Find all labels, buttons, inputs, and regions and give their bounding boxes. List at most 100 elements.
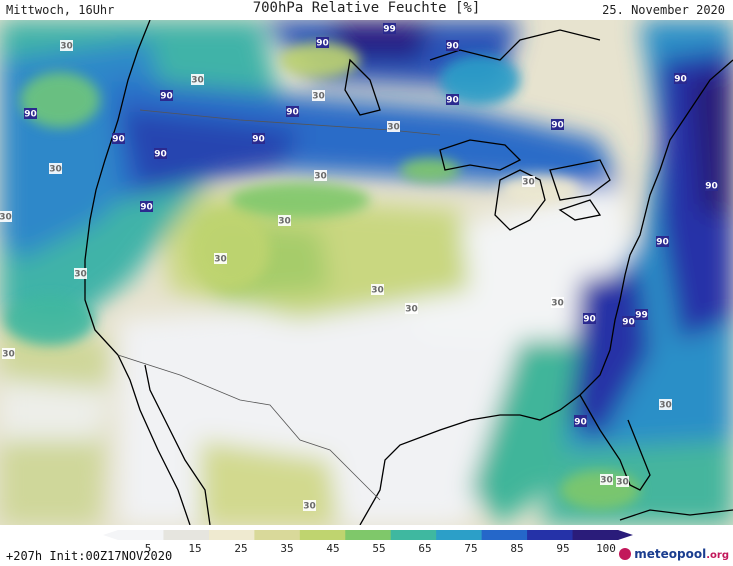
legend-tick-label: 85 [510,542,524,555]
contour-label-box [522,176,535,187]
legend-tick-label: 65 [418,542,432,555]
legend-swatch [572,530,619,540]
contour-label: 30 [278,217,291,227]
legend-swatch [254,530,301,540]
legend-arrow-right [618,530,633,540]
contour-label-box [303,500,316,511]
contour-label-box [551,297,564,308]
legend-colorbar [103,530,633,540]
contour-label: 30 [405,305,418,315]
forecast-day-time: Mittwoch, 16Uhr [6,3,115,17]
contour-label: 90 [446,96,459,106]
contour-label-box [371,284,384,295]
map-header: Mittwoch, 16Uhr 700hPa Relative Feuchte … [0,0,733,20]
contour-label-box [574,416,587,427]
legend-swatch [345,530,392,540]
legend-tick-label: 15 [188,542,202,555]
contour-label-box [622,316,635,327]
contour-label: 90 [446,42,459,52]
contour-label: 30 [659,401,672,411]
logo[interactable]: meteopool.org [619,547,729,561]
contour-label: 90 [160,92,173,102]
logo-suffix: .org [706,550,729,561]
contour-label-box [154,148,167,159]
contour-label-box [24,108,37,119]
contour-label-box [383,23,396,34]
contour-label-box [0,211,12,222]
contour-label-box [635,309,648,320]
contour-label-box [674,73,687,84]
contour-label: 90 [674,75,687,85]
contour-label-box [659,399,672,410]
contour-label: 30 [74,270,87,280]
contour-label-box [74,268,87,279]
contour-label: 30 [387,123,400,133]
legend-tick-label: 55 [372,542,386,555]
contour-label-box [252,133,265,144]
legend-swatch [118,530,164,540]
contour-label: 30 [616,478,629,488]
contour-label: 30 [2,350,15,360]
contour-label: 90 [286,108,299,118]
contour-label: 30 [214,255,227,265]
map-title: 700hPa Relative Feuchte [%] [252,0,481,16]
contour-label: 30 [522,178,535,188]
contour-label-box [446,40,459,51]
legend-tick-label: 25 [234,542,248,555]
contour-label-box [312,90,325,101]
forecast-date: 25. November 2020 [602,3,725,17]
legend-tick-label: 75 [464,542,478,555]
legend-swatch [163,530,210,540]
contour-label-box [446,94,459,105]
contour-label: 90 [252,135,265,145]
contour-label-box [551,119,564,130]
contour-label: 30 [60,42,73,52]
coastlines [84,20,733,525]
contour-label: 90 [551,121,564,131]
contour-label-box [583,313,596,324]
contour-label: 30 [49,165,62,175]
contour-label: 90 [656,238,669,248]
contour-label-box [49,163,62,174]
legend: 5 15 25 35 45 55 65 75 85 95 100 +207h Init:00Z17N… [0,525,733,566]
contour-label: 90 [316,39,329,49]
contour-label: 90 [583,315,596,325]
contour-label-box [191,74,204,85]
contour-label: 30 [0,213,12,223]
humidity-map-canvas: 9090909090909090909090909090909090999990… [0,20,733,525]
contour-label: 90 [574,418,587,428]
contour-label: 90 [24,110,37,120]
contour-label-box [600,474,613,485]
contour-label: 90 [112,135,125,145]
contour-label: 30 [314,172,327,182]
legend-tick-label: 45 [326,542,340,555]
contour-label-box [112,133,125,144]
contour-label: 99 [635,311,648,321]
legend-swatch [208,530,255,540]
contour-label-box [316,37,329,48]
legend-swatch [527,530,574,540]
legend-tick-label: 95 [556,542,570,555]
contour-label: 99 [383,25,396,35]
contour-label: 30 [551,299,564,309]
legend-tick-label: 100 [596,542,616,555]
legend-tick-label: 35 [280,542,294,555]
borders [117,109,441,501]
contour-label-box [387,121,400,132]
contour-label: 90 [622,318,635,328]
humidity-detail [5,42,640,510]
contour-label-box [656,236,669,247]
contour-label-box [286,106,299,117]
humidity-map: 9090909090909090909090909090909090999990… [0,20,733,525]
contour-label: 30 [600,476,613,486]
contour-label: 90 [154,150,167,160]
contour-label-box [314,170,327,181]
contour-label-box [616,476,629,487]
contour-label-box [160,90,173,101]
logo-text: meteopool [634,547,707,561]
contour-label: 90 [705,182,718,192]
contour-label: 30 [191,76,204,86]
run-info: +207h Init:00Z17NOV2020 [6,549,173,563]
contour-label-box [278,215,291,226]
contour-label: 30 [303,502,316,512]
